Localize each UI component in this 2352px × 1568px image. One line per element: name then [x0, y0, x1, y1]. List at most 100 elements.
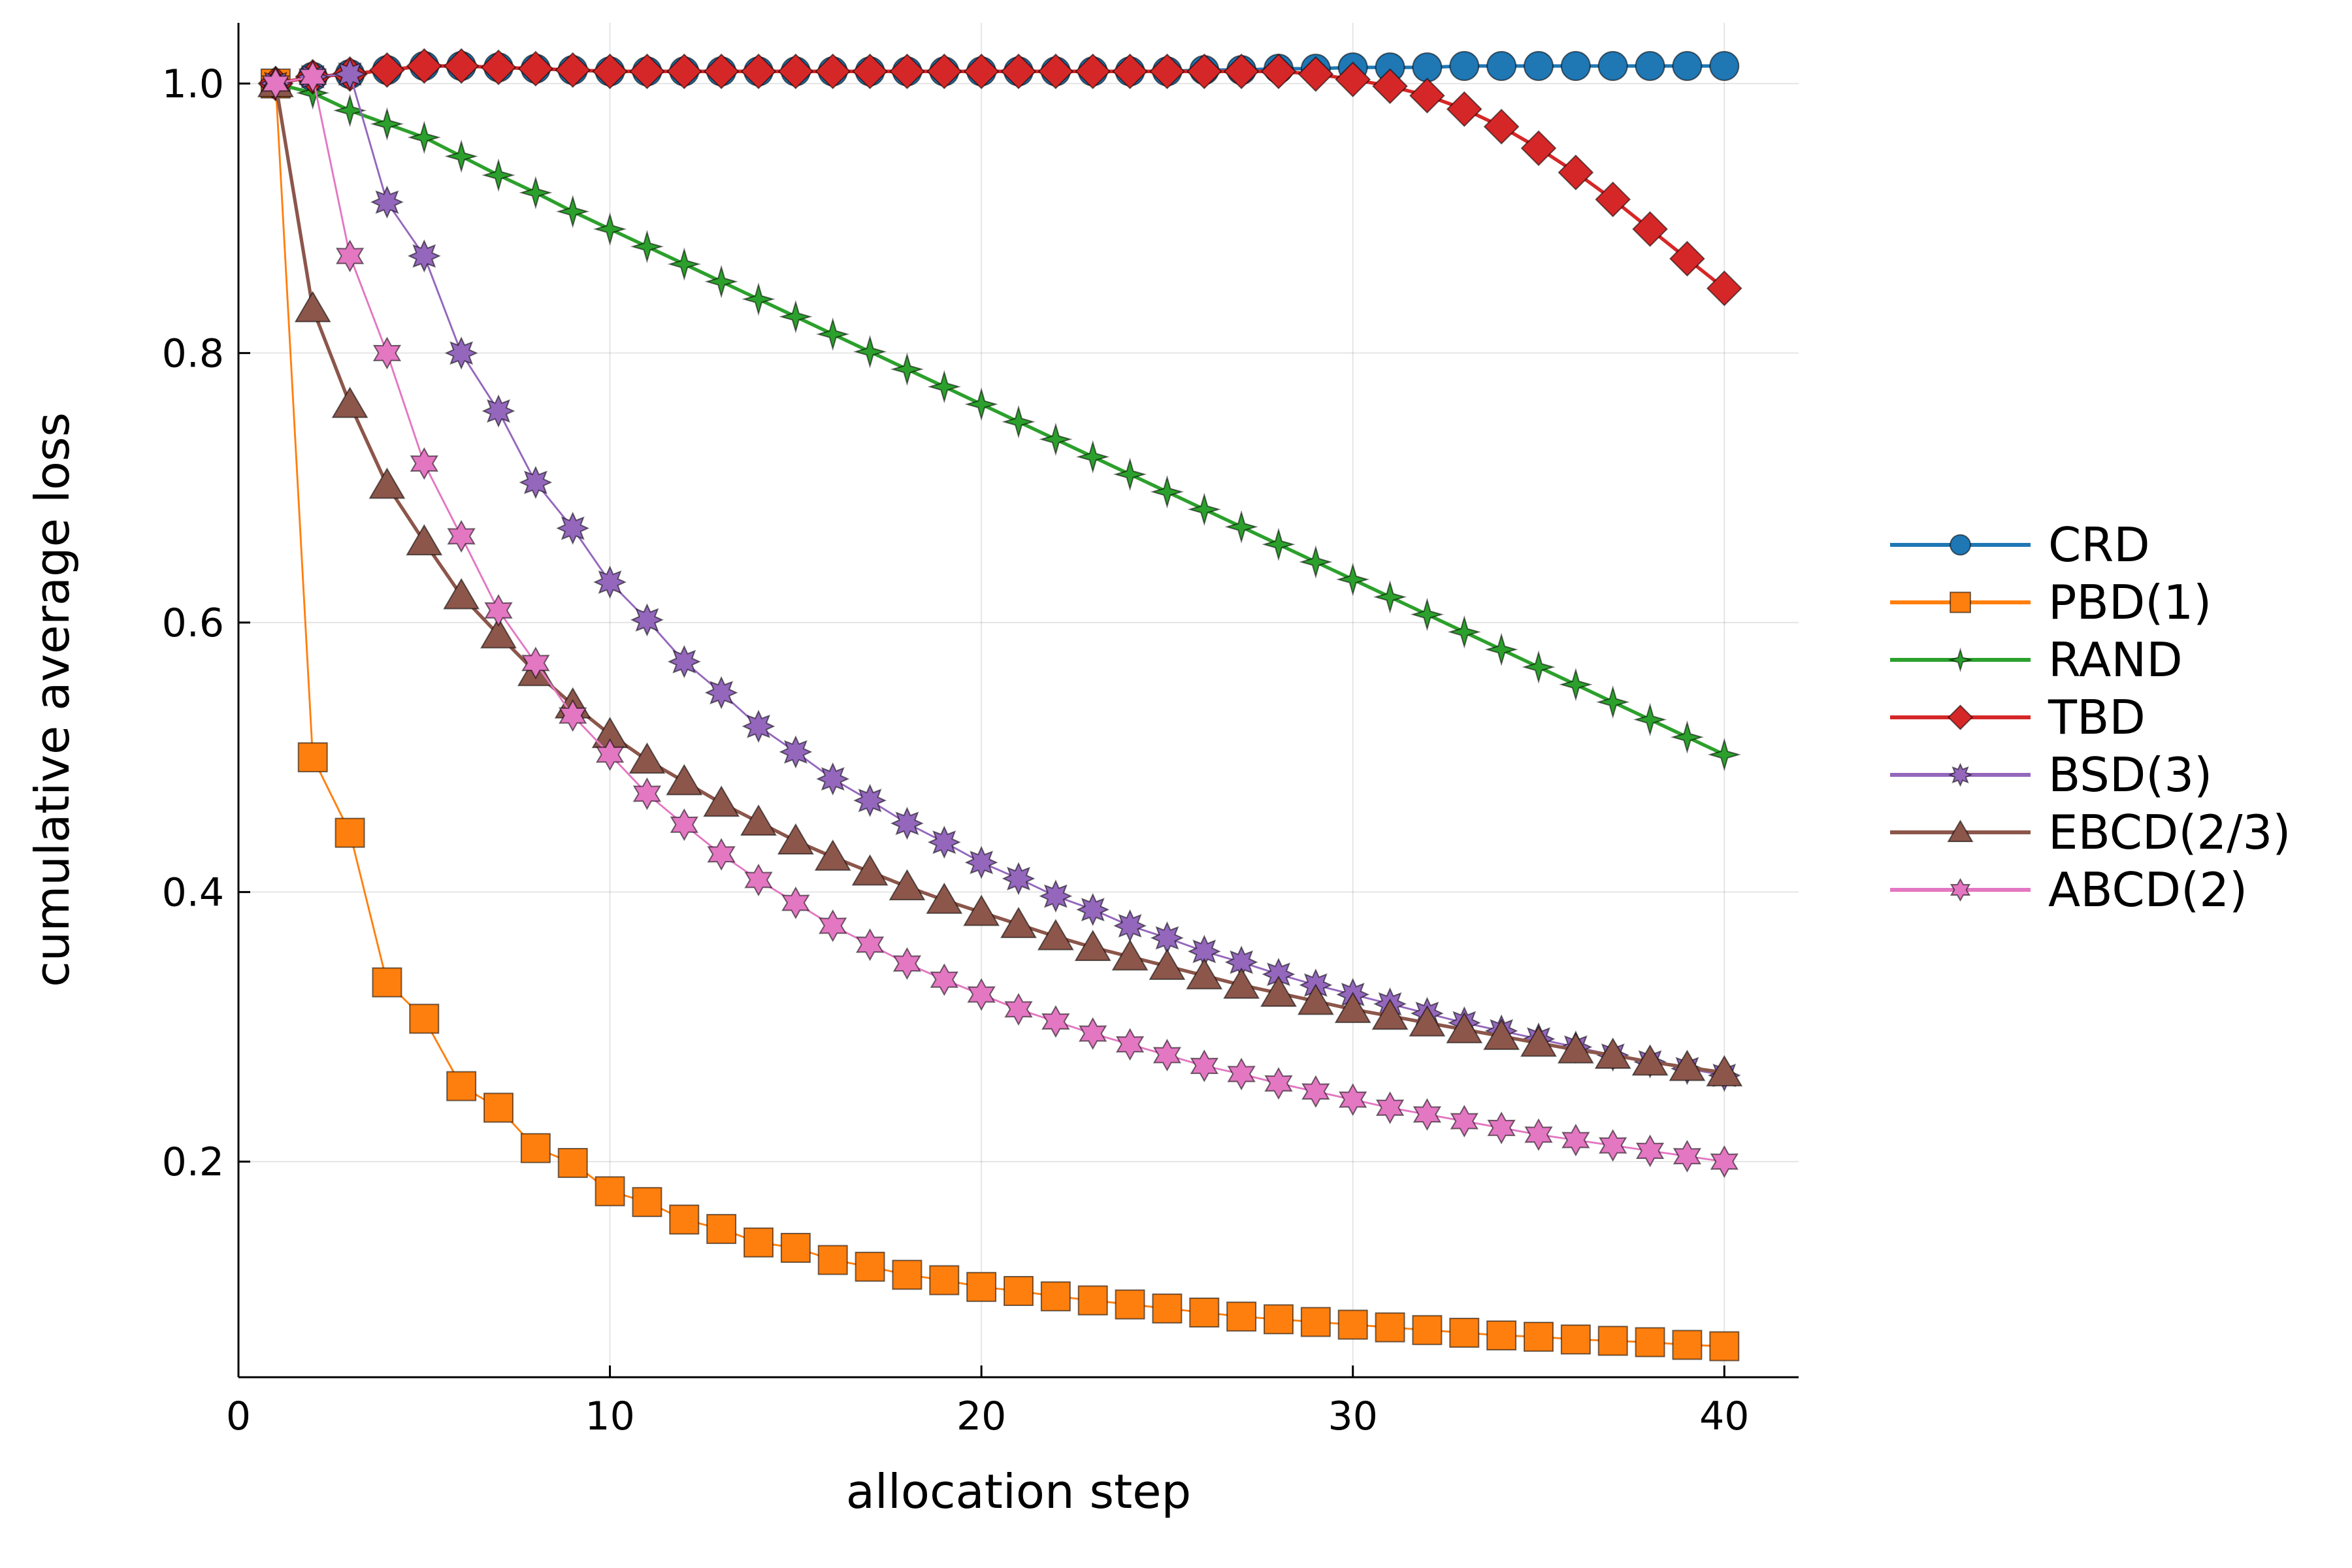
data-point [595, 1176, 625, 1207]
data-point [559, 699, 587, 732]
data-point [889, 53, 925, 90]
data-point [368, 467, 406, 499]
data-point [1074, 930, 1111, 962]
data-point [740, 804, 777, 836]
data-point [926, 53, 962, 90]
data-point [1112, 53, 1148, 90]
data-point [1300, 1307, 1331, 1337]
legend-item: ABCD(2) [1890, 862, 2247, 917]
data-point [1337, 1309, 1368, 1340]
data-point [443, 578, 480, 610]
legend-marker [1947, 819, 1974, 842]
data-point [815, 53, 851, 90]
data-point [1597, 1326, 1628, 1356]
data-point [556, 512, 590, 545]
data-point [1709, 1331, 1740, 1362]
data-point [927, 370, 961, 404]
data-point [521, 646, 550, 679]
data-point [294, 291, 331, 323]
legend-marker [1947, 704, 1974, 730]
data-point [1633, 702, 1667, 736]
data-point [1079, 1017, 1107, 1051]
data-point [1375, 1312, 1405, 1343]
data-point [963, 53, 1000, 90]
data-point [1004, 1275, 1034, 1306]
data-point [1336, 563, 1370, 596]
data-point [1594, 1037, 1631, 1070]
data-point [1040, 1281, 1071, 1312]
data-point [593, 565, 627, 599]
legend-item: RAND [1890, 632, 2183, 687]
data-point [852, 53, 888, 90]
data-point [1557, 1032, 1594, 1064]
data-point [1561, 1123, 1590, 1157]
data-point [406, 524, 443, 556]
data-point [1706, 1054, 1743, 1086]
data-point [1189, 1297, 1220, 1328]
data-point [892, 947, 922, 980]
data-point [706, 1214, 737, 1245]
data-point [1039, 879, 1073, 913]
legend-label: TBD [2048, 690, 2146, 745]
data-point [482, 394, 515, 428]
data-point [1635, 51, 1665, 82]
data-point [1002, 862, 1036, 896]
data-point [1375, 1091, 1405, 1124]
data-point [443, 48, 480, 84]
data-point [1334, 991, 1371, 1023]
data-point [667, 247, 701, 281]
data-point [1599, 1129, 1627, 1162]
data-point [666, 764, 703, 796]
data-point [1373, 580, 1407, 614]
data-point [1187, 493, 1221, 527]
data-point [261, 67, 290, 100]
data-point [1113, 909, 1147, 943]
data-point [299, 60, 327, 93]
data-point [927, 825, 961, 859]
data-point [814, 839, 851, 871]
data-point [890, 806, 924, 840]
data-point [446, 1071, 477, 1102]
data-point [781, 886, 810, 919]
legend-item: TBD [1890, 690, 2146, 745]
data-point [1339, 1083, 1367, 1117]
series-line [275, 73, 1725, 1077]
data-point [780, 1232, 811, 1263]
data-point [632, 777, 662, 810]
data-point [1037, 53, 1074, 90]
legend-label: EBCD(2/3) [2048, 805, 2291, 860]
legend-marker [1948, 647, 1973, 672]
legend-marker [1950, 877, 1971, 902]
data-point [410, 447, 438, 480]
data-point [1635, 1134, 1665, 1168]
data-point [1226, 1301, 1257, 1332]
data-point [1149, 53, 1185, 90]
data-point [629, 742, 666, 774]
data-point [331, 386, 368, 418]
data-point [743, 1227, 774, 1258]
data-point [1227, 1057, 1256, 1090]
data-point [819, 909, 847, 943]
data-point [1037, 919, 1074, 951]
data-point [407, 120, 441, 154]
x-tick-label: 30 [1328, 1394, 1378, 1439]
data-point [1041, 1005, 1070, 1038]
data-point [1186, 958, 1223, 990]
data-point [1262, 527, 1296, 561]
data-point [1413, 1098, 1442, 1131]
data-point [557, 1148, 588, 1179]
data-point [1672, 51, 1703, 82]
data-point [967, 978, 996, 1011]
data-point [1152, 1293, 1183, 1324]
data-point [630, 603, 664, 637]
data-point [1706, 270, 1742, 306]
data-point [1558, 154, 1594, 191]
data-point [1522, 650, 1556, 684]
data-point [963, 894, 1000, 926]
y-tick-label: 0.6 [162, 600, 224, 646]
data-point [855, 928, 885, 961]
data-point [1487, 1111, 1516, 1145]
data-point [297, 742, 328, 773]
